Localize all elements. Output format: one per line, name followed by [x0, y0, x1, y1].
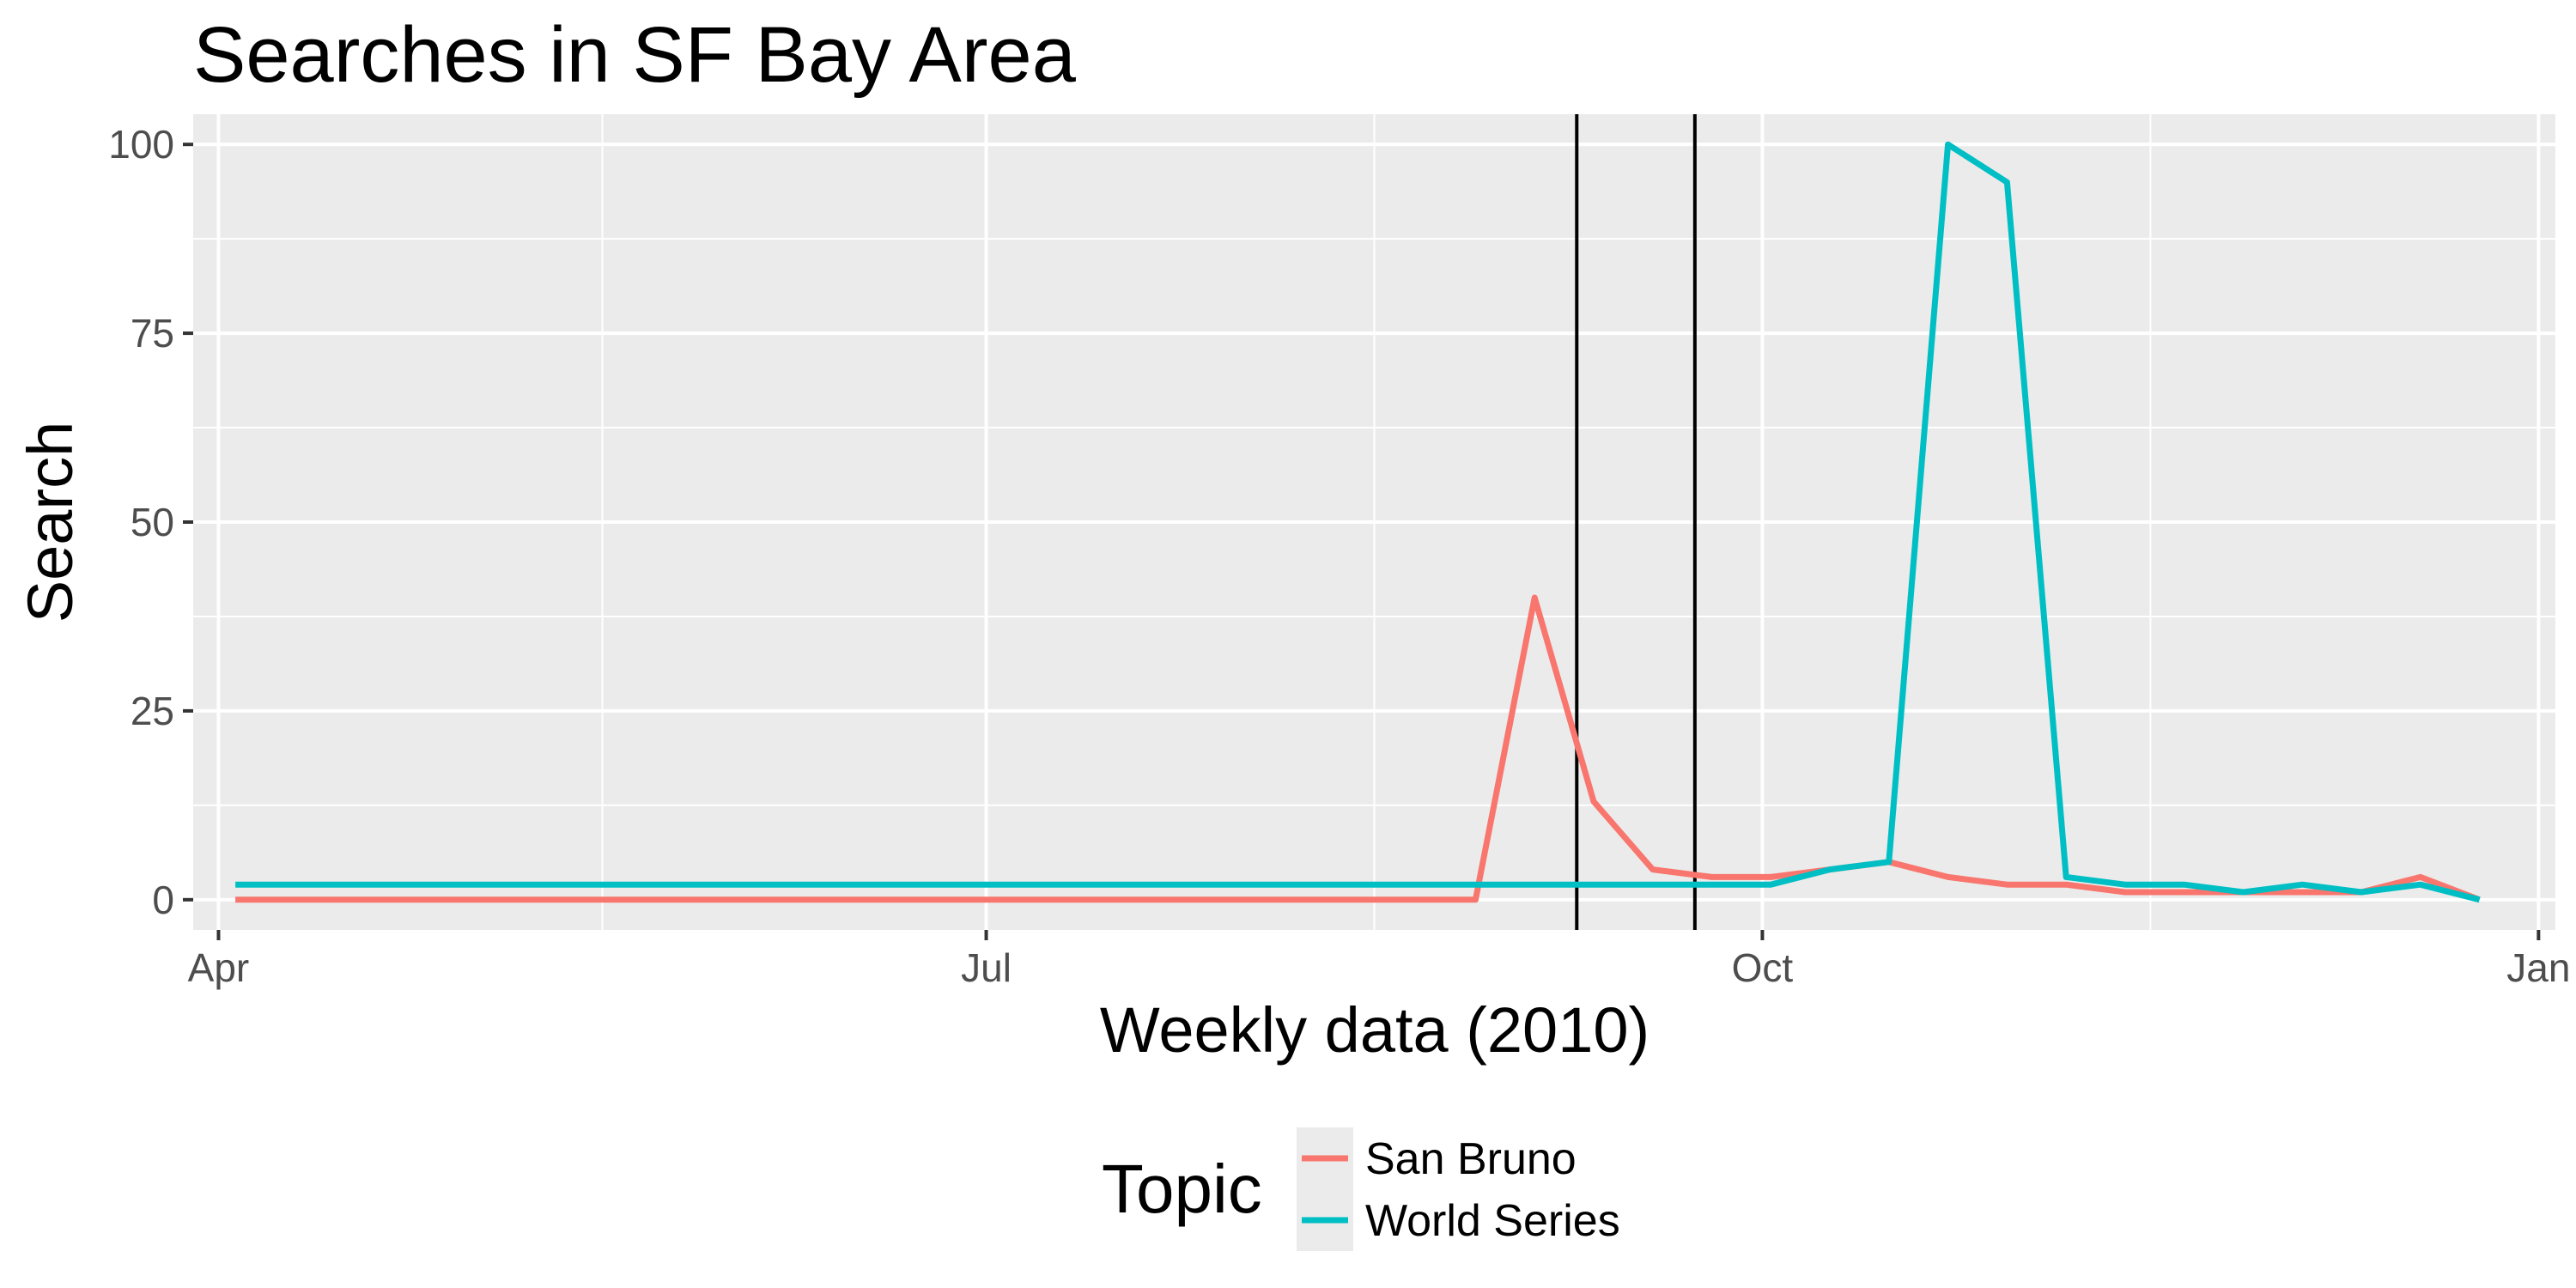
y-tick-label: 50 — [131, 500, 174, 544]
minor-gridlines — [193, 114, 2555, 930]
y-axis-title: Search — [15, 422, 86, 623]
y-tick-label: 100 — [108, 122, 174, 167]
x-axis-title: Weekly data (2010) — [1100, 994, 1649, 1066]
y-tick-label: 75 — [131, 311, 174, 355]
x-axis: Apr Jul Oct Jan — [188, 930, 2570, 990]
legend-label-world-series: World Series — [1365, 1196, 1620, 1246]
x-tick-label: Jan — [2506, 945, 2570, 990]
chart-title: Searches in SF Bay Area — [193, 11, 1077, 99]
series-lines — [235, 141, 2481, 903]
legend-title: Topic — [1102, 1151, 1262, 1227]
reference-lines — [1575, 114, 1697, 930]
x-tick-label: Oct — [1732, 945, 1794, 990]
y-axis: 0 25 50 75 100 — [108, 122, 193, 922]
y-tick-label: 0 — [152, 878, 174, 922]
legend-items: San Bruno World Series — [1297, 1127, 1620, 1251]
series-line-san-bruno — [235, 594, 2481, 903]
legend-label-san-bruno: San Bruno — [1365, 1134, 1577, 1184]
legend: Topic San Bruno World Series — [1102, 1127, 1620, 1251]
series-line-world-series — [235, 141, 2481, 903]
x-tick-label: Apr — [188, 945, 250, 990]
x-tick-label: Jul — [961, 945, 1012, 990]
y-tick-label: 25 — [131, 689, 174, 733]
